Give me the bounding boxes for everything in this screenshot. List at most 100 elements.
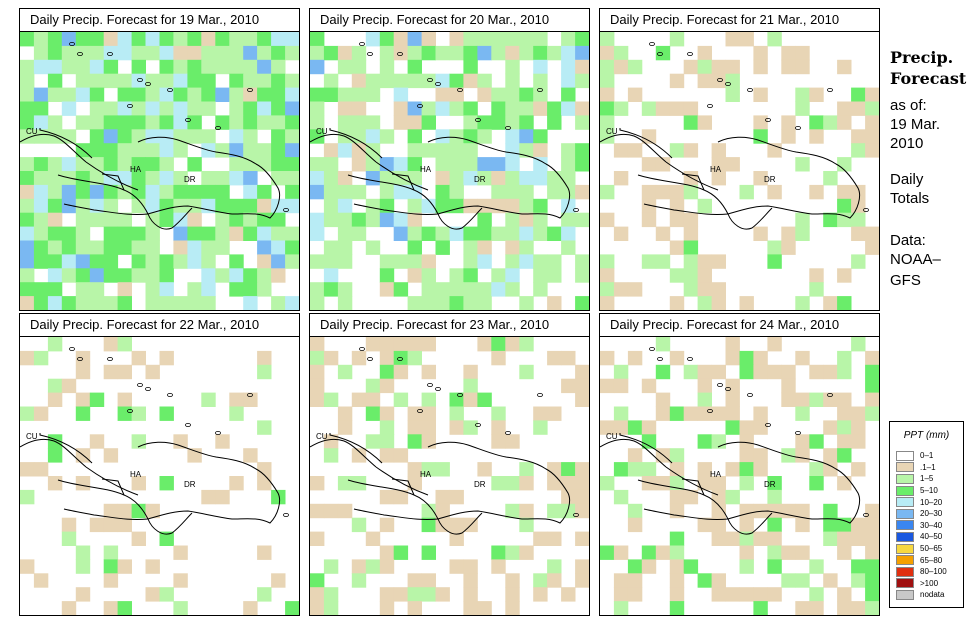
precip-cell — [533, 406, 548, 421]
precip-cell — [809, 87, 824, 102]
sidebar-data-3: GFS — [890, 272, 921, 289]
island — [77, 51, 83, 56]
precip-cell — [187, 32, 202, 47]
precip-cell — [697, 434, 712, 449]
precip-cell — [173, 45, 188, 61]
island — [827, 88, 833, 93]
precip-cell — [257, 268, 272, 283]
precip-map: CU HA DR — [599, 31, 880, 311]
legend-item: 5–10 — [896, 485, 947, 497]
precip-cell — [561, 462, 576, 477]
precip-cell — [20, 559, 35, 574]
precip-cell — [285, 45, 299, 61]
precip-cell — [379, 517, 395, 533]
precip-cell — [159, 101, 174, 116]
precip-cell — [533, 531, 548, 546]
precip-cell — [711, 406, 726, 421]
sidebar-daily-1: Daily — [890, 171, 924, 188]
legend-label: .1–1 — [920, 462, 936, 472]
precip-cell — [725, 337, 740, 352]
precip-cell — [613, 406, 629, 421]
precip-cell — [201, 392, 216, 407]
precip-cell — [463, 378, 478, 394]
precip-cell — [61, 517, 77, 533]
precip-cell — [75, 45, 91, 61]
precip-cell — [145, 296, 160, 310]
precip-cell — [449, 129, 464, 144]
precip-cell — [117, 73, 132, 89]
precip-cell — [711, 573, 726, 588]
precip-cell — [271, 59, 286, 75]
precip-cell — [323, 392, 339, 407]
country-label-haiti: HA — [130, 165, 142, 174]
precip-cell — [851, 517, 866, 533]
precip-cell — [379, 212, 395, 228]
precip-cell — [823, 517, 838, 533]
coastline — [619, 433, 673, 464]
precip-cell — [613, 226, 629, 241]
island — [707, 409, 713, 414]
precip-cell — [117, 240, 132, 255]
precip-cell — [865, 364, 879, 380]
precip-cell — [393, 337, 409, 352]
coastline — [375, 161, 429, 191]
precip-cell — [449, 296, 464, 310]
precip-cell — [781, 392, 796, 407]
precip-cell — [697, 573, 712, 588]
legend-item: 65–80 — [896, 554, 947, 566]
precip-cell — [837, 157, 852, 172]
precip-cell — [257, 226, 272, 241]
precip-cell — [561, 226, 576, 241]
precip-cell — [117, 101, 132, 116]
island — [765, 118, 771, 123]
precip-grid: CU HA DR — [310, 337, 589, 615]
precip-cell — [613, 545, 629, 560]
sidebar-daily-2: Totals — [890, 190, 930, 207]
precip-cell — [435, 282, 450, 297]
precip-cell — [159, 531, 174, 546]
precip-cell — [323, 448, 339, 463]
island — [649, 41, 655, 46]
precip-cell — [407, 32, 422, 47]
precip-cell — [655, 364, 671, 380]
legend-item: 0–1 — [896, 450, 947, 462]
precip-cell — [201, 296, 216, 310]
precip-cell — [547, 226, 562, 241]
precip-cell — [823, 171, 838, 186]
coastline — [727, 207, 773, 230]
precip-cell — [561, 212, 576, 228]
precip-cell — [463, 73, 478, 89]
precip-cell — [47, 198, 63, 214]
coastline — [85, 466, 139, 496]
island — [397, 356, 403, 361]
precip-cell — [323, 559, 339, 574]
precip-cell — [257, 73, 272, 89]
precip-cell — [201, 254, 216, 269]
precip-cell — [271, 296, 286, 310]
precip-cell — [837, 406, 852, 421]
precip-cell — [131, 45, 146, 61]
precip-cell — [547, 268, 562, 283]
precip-map: CU HA DR — [309, 31, 590, 311]
precip-cell — [201, 129, 216, 144]
precip-cell — [117, 171, 132, 186]
precip-cell — [337, 212, 353, 228]
precip-cell — [575, 32, 589, 47]
precip-cell — [103, 143, 119, 158]
precip-cell — [145, 254, 160, 269]
precip-cell — [547, 503, 562, 519]
sidebar-asof: as of: — [890, 97, 927, 114]
precip-cell — [519, 45, 534, 61]
precip-cell — [20, 59, 35, 75]
island — [145, 82, 151, 87]
precip-cell — [285, 73, 299, 89]
legend-label: 0–1 — [920, 451, 934, 461]
precip-cell — [421, 503, 436, 519]
precip-cell — [89, 184, 105, 200]
precip-cell — [711, 476, 726, 491]
precip-cell — [103, 45, 119, 61]
precip-cell — [103, 503, 119, 519]
precip-cell — [310, 157, 325, 172]
precip-cell — [600, 476, 615, 491]
precip-cell — [865, 129, 879, 144]
